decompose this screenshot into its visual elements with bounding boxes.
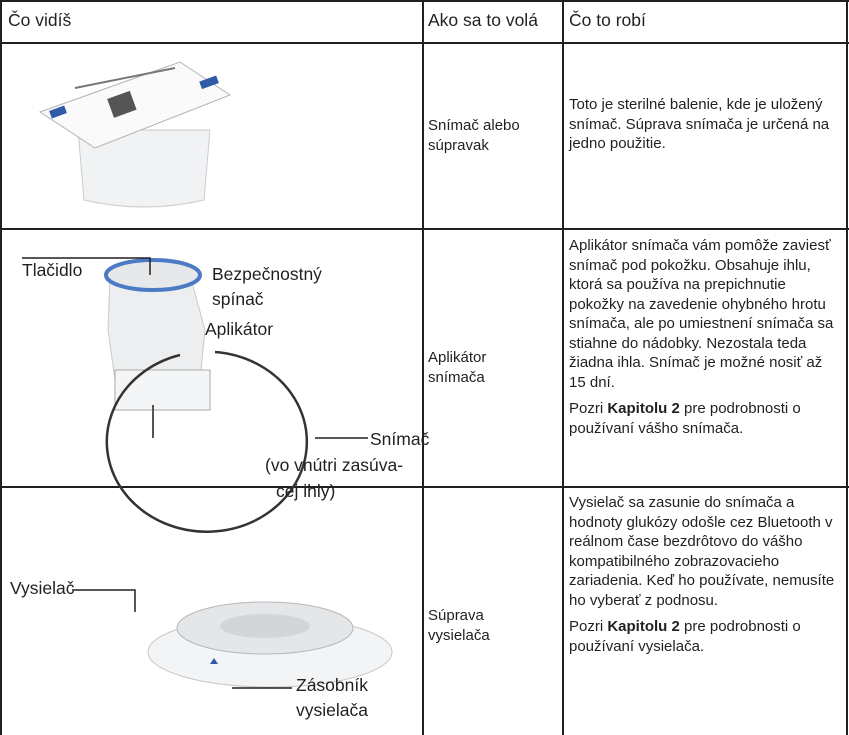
text: Pozri [569, 618, 608, 635]
rule [846, 0, 848, 735]
note: Pozri Kapitolu 2 pre podrobnosti o použí… [569, 399, 841, 438]
rule [0, 486, 849, 488]
image-label: cej ihly) [276, 481, 336, 501]
rule [0, 228, 849, 230]
rule [422, 0, 424, 735]
image-label: Bezpečnostný spínač [212, 264, 322, 309]
image-label: (vo vnútri zasúva- [265, 455, 404, 475]
paragraph: Aplikátor snímača vám pomôže zaviesť sní… [569, 237, 834, 391]
image-label: Aplikátor [205, 319, 274, 339]
image-label: Snímač [370, 429, 430, 449]
rule [0, 0, 849, 2]
bold-text: Kapitolu 2 [607, 400, 680, 417]
description: Toto je sterilné balenie, kde je uložený… [569, 95, 841, 161]
note: Pozri Kapitolu 2 pre podrobnosti o použí… [569, 617, 841, 656]
description: Aplikátor snímača vám pomôže zaviesť sní… [569, 236, 841, 445]
paragraph: Vysielač sa zasunie do snímača a hodnoty… [569, 494, 835, 609]
header: Čo to robí [569, 10, 646, 30]
item-name: Súprava vysielača [428, 607, 490, 644]
description: Vysielač sa zasunie do snímača a hodnoty… [569, 493, 841, 663]
header: Čo vidíš [8, 10, 72, 30]
applicator-image [22, 257, 368, 533]
text: pre podrobnosti o používaní vášho snímač… [569, 400, 801, 437]
text: pre podrobnosti o používaní vysielača. [569, 618, 801, 655]
transmitter-image [72, 589, 393, 689]
rule [0, 0, 2, 735]
bold-text: Kapitolu 2 [607, 618, 680, 635]
item-name: Snímač alebo súpravak [428, 117, 520, 154]
image-label: Tlačidlo [22, 260, 83, 280]
text: Pozri [569, 400, 608, 417]
item-name: Aplikátor snímača [428, 349, 487, 386]
paragraph: Toto je sterilné balenie, kde je uložený… [569, 96, 830, 152]
image-label: Zásobník vysielača [296, 675, 368, 720]
image-label: Vysielač [10, 578, 75, 598]
rule [562, 0, 564, 735]
rule [0, 42, 849, 44]
sensor-pack-image [38, 61, 232, 208]
header: Ako sa to volá [428, 10, 538, 30]
